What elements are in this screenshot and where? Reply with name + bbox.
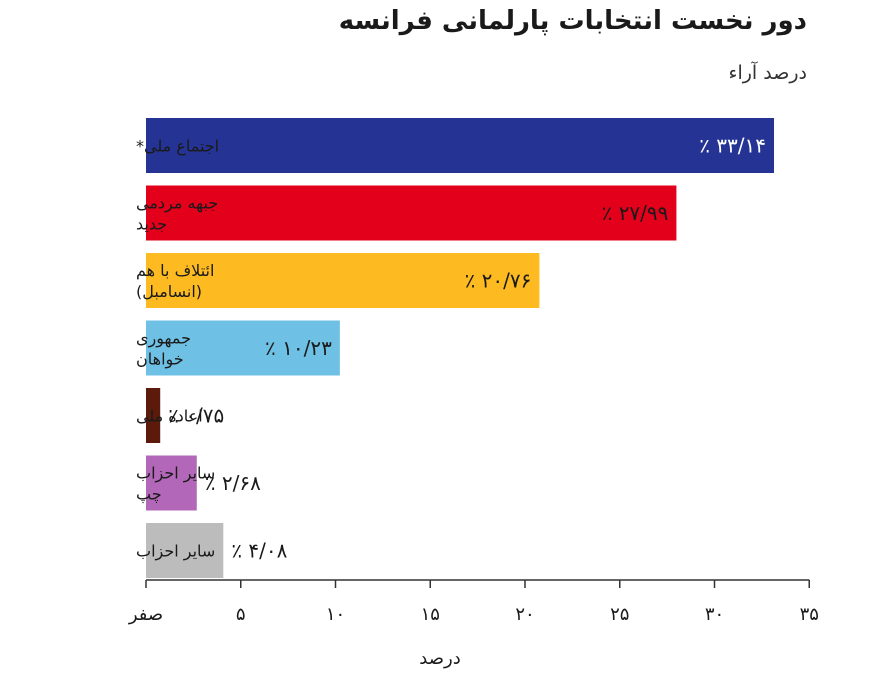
bar <box>146 523 224 578</box>
bar <box>146 388 161 443</box>
value-label: ٪ ۱۰/۲۳ <box>265 336 332 360</box>
bar <box>146 320 340 376</box>
category-label: جدید <box>136 215 167 234</box>
value-label: ٪ ۲۰/۷۶ <box>465 269 532 293</box>
chart-title: دور نخست انتخابات پارلمانی فرانسه <box>338 6 807 36</box>
x-tick-label: ۱۵ <box>421 604 440 625</box>
value-label: ٪ ۰/۷۵ <box>168 404 224 428</box>
x-axis-title: درصد <box>419 648 460 669</box>
category-label: جمهوری <box>136 329 191 349</box>
x-tick-label: ۲۵ <box>610 604 629 625</box>
category-label: جبهه مردمی <box>136 194 218 214</box>
value-label: ٪ ۲۷/۹۹ <box>602 201 669 225</box>
value-label: ٪ ۲/۶۸ <box>205 471 261 495</box>
category-label: ائتلاف با هم <box>136 261 214 280</box>
value-label: ٪ ۴/۰۸ <box>231 539 287 563</box>
x-tick-label: ۲۰ <box>515 604 534 625</box>
x-tick-label: ۳۵ <box>800 604 819 625</box>
value-label: ٪ ۳۳/۱۴ <box>699 134 766 158</box>
x-tick-label: ۵ <box>236 604 246 625</box>
category-label: اعاده ملی <box>136 407 203 426</box>
bar <box>146 253 540 308</box>
category-label: سایر احزاب <box>136 542 215 562</box>
category-label: اجتماع ملی* <box>136 137 219 157</box>
category-label: چپ <box>136 485 162 505</box>
chart-subtitle: درصد آراء <box>728 62 807 84</box>
category-label: (انسامبل) <box>136 282 202 301</box>
x-tick-label: ۳۰ <box>705 604 724 625</box>
bar <box>146 455 197 511</box>
bar <box>146 118 775 173</box>
x-tick-label: صفر <box>128 604 163 625</box>
x-tick-label: ۱۰ <box>326 604 345 625</box>
bar <box>146 185 677 241</box>
category-label: خواهان <box>136 350 184 370</box>
category-label: سایر احزاب <box>136 464 215 484</box>
